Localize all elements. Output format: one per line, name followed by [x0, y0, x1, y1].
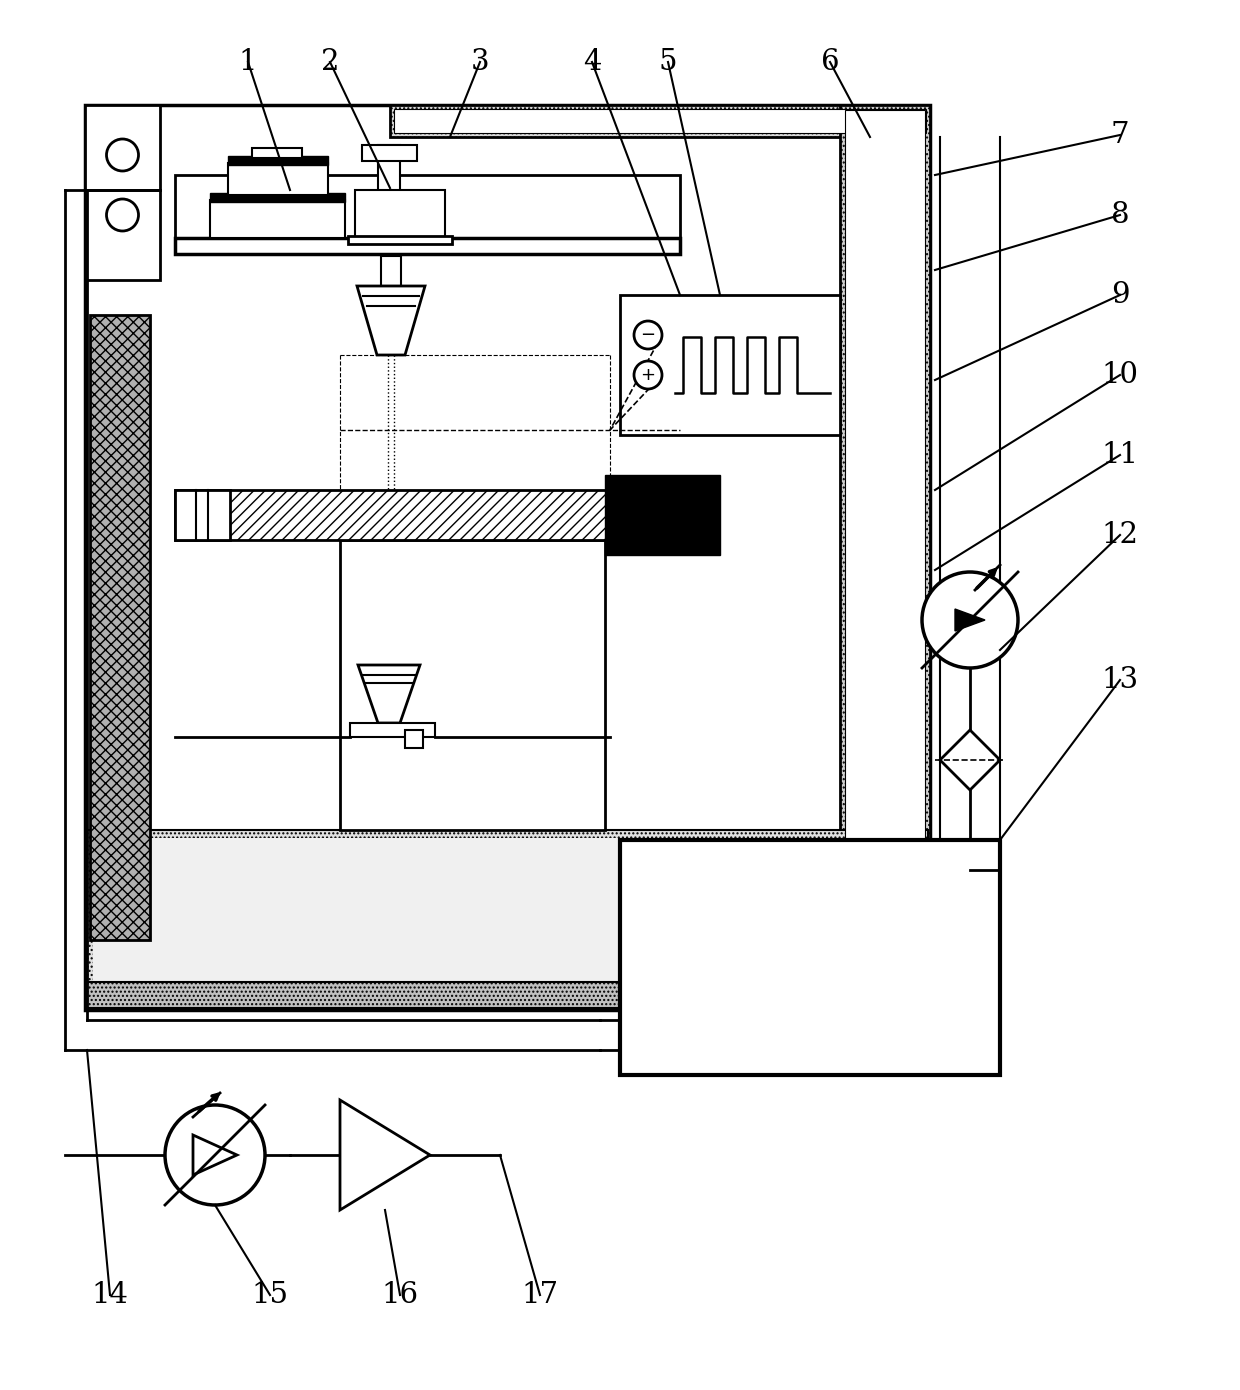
Text: 7: 7: [1111, 121, 1130, 149]
Text: 17: 17: [522, 1282, 558, 1309]
Polygon shape: [358, 664, 420, 723]
Bar: [355, 190, 445, 238]
Polygon shape: [357, 286, 425, 354]
Text: 5: 5: [658, 49, 677, 76]
Circle shape: [634, 361, 662, 389]
Circle shape: [634, 321, 662, 349]
Bar: [175, 491, 229, 539]
Bar: [340, 539, 605, 830]
Bar: [394, 108, 926, 133]
Text: 2: 2: [321, 49, 340, 76]
Bar: [175, 175, 680, 239]
Bar: [93, 838, 923, 992]
Bar: [86, 106, 160, 279]
Text: 15: 15: [252, 1282, 289, 1309]
Bar: [405, 730, 423, 748]
Bar: [620, 840, 999, 1074]
Bar: [625, 899, 994, 1070]
Bar: [839, 106, 930, 874]
Bar: [252, 147, 303, 158]
Circle shape: [923, 573, 1018, 669]
Bar: [210, 193, 345, 202]
Circle shape: [107, 139, 139, 171]
Bar: [87, 981, 928, 1008]
Bar: [844, 110, 925, 870]
Text: 1: 1: [239, 49, 257, 76]
Bar: [378, 145, 401, 240]
Bar: [228, 163, 329, 195]
Text: 13: 13: [1101, 666, 1138, 694]
Polygon shape: [193, 1136, 237, 1175]
Circle shape: [107, 199, 139, 231]
Text: −: −: [640, 327, 656, 343]
Bar: [391, 106, 930, 138]
Circle shape: [165, 1105, 265, 1205]
Bar: [381, 256, 401, 286]
Polygon shape: [955, 609, 985, 631]
Text: 4: 4: [583, 49, 601, 76]
Text: 8: 8: [1111, 202, 1130, 229]
Bar: [605, 475, 720, 555]
Text: 14: 14: [92, 1282, 129, 1309]
Text: +: +: [641, 366, 656, 384]
Polygon shape: [940, 730, 999, 790]
Bar: [362, 145, 417, 161]
Text: 6: 6: [821, 49, 839, 76]
Text: 10: 10: [1101, 361, 1138, 389]
Bar: [175, 491, 630, 539]
Text: 12: 12: [1101, 521, 1138, 549]
Bar: [210, 200, 345, 238]
Text: 9: 9: [1111, 281, 1130, 309]
Text: 11: 11: [1101, 441, 1138, 468]
Bar: [228, 156, 329, 165]
Bar: [348, 236, 453, 245]
Text: 16: 16: [382, 1282, 419, 1309]
Bar: [91, 316, 150, 940]
Text: 3: 3: [471, 49, 490, 76]
Bar: [350, 723, 435, 737]
Bar: [86, 106, 930, 1011]
Polygon shape: [340, 1099, 430, 1211]
Bar: [175, 238, 680, 254]
Bar: [620, 295, 839, 435]
Bar: [87, 830, 928, 1005]
